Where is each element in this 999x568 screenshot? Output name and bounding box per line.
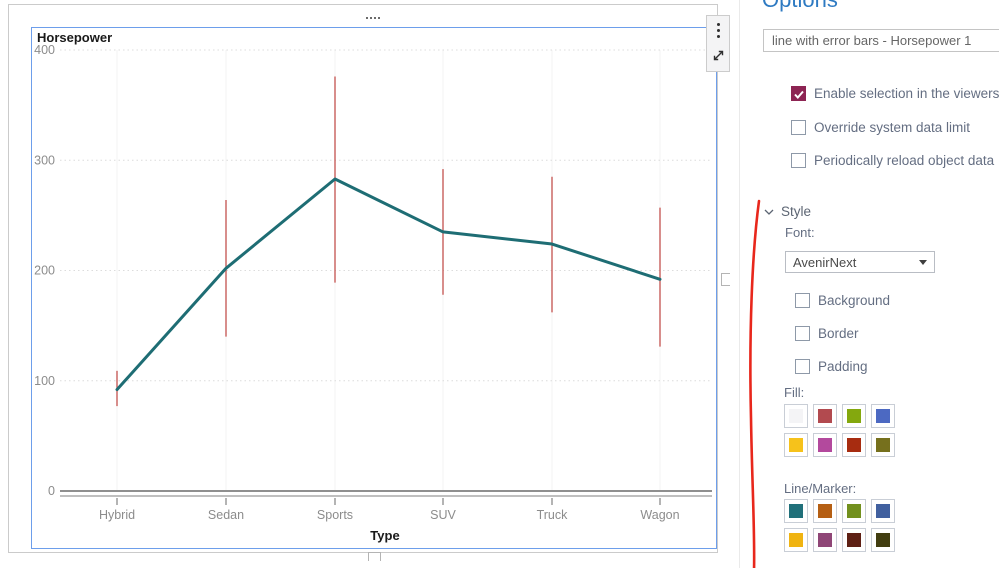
color-swatch-fill (876, 409, 890, 423)
checkbox-label: Padding (818, 358, 868, 374)
x-tick-label: Sedan (208, 508, 244, 522)
x-tick-label: Wagon (640, 508, 679, 522)
object-toolbar (706, 15, 730, 72)
color-swatch-fill (847, 533, 861, 547)
font-dropdown-value: AvenirNext (793, 254, 857, 270)
resize-handle-right[interactable] (721, 273, 730, 286)
style-section-header[interactable]: Style (764, 204, 811, 219)
y-tick-label: 300 (34, 153, 55, 167)
color-swatch[interactable] (784, 433, 808, 457)
color-swatch-fill (876, 438, 890, 452)
line-marker-swatch-grid (784, 499, 895, 552)
checkbox[interactable] (791, 85, 806, 101)
font-dropdown[interactable]: AvenirNext (785, 251, 935, 273)
chevron-down-icon (764, 209, 774, 215)
color-swatch-fill (789, 438, 803, 452)
checkbox-padding[interactable]: Padding (795, 358, 868, 374)
color-swatch[interactable] (871, 433, 895, 457)
line-chart-plot[interactable]: 0 100 200 300 400 Hybrid Sedan Sports SUV Truck Wa… (32, 28, 716, 548)
x-tick-label: Sports (317, 508, 353, 522)
object-selector-value: line with error bars - Horsepower 1 (772, 33, 972, 48)
checkbox[interactable] (795, 358, 810, 374)
color-swatch[interactable] (842, 404, 866, 428)
checkbox[interactable] (795, 292, 810, 308)
color-swatch[interactable] (813, 404, 837, 428)
color-swatch-fill (818, 438, 832, 452)
checkbox-periodic-reload[interactable]: Periodically reload object data (791, 152, 994, 168)
y-tick-label: 400 (34, 43, 55, 57)
color-swatch-fill (876, 504, 890, 518)
color-swatch[interactable] (871, 499, 895, 523)
checkbox-border[interactable]: Border (795, 325, 859, 341)
x-tick-label: SUV (430, 508, 456, 522)
checkbox-label: Enable selection in the viewers (814, 85, 999, 101)
y-tick-label: 100 (34, 374, 55, 388)
color-swatch[interactable] (871, 404, 895, 428)
series-line[interactable] (115, 177, 662, 392)
color-swatch-fill (789, 504, 803, 518)
checkbox-background[interactable]: Background (795, 292, 890, 308)
checkbox[interactable] (791, 119, 806, 135)
drag-handle-icon[interactable] (366, 17, 380, 19)
color-swatch-fill (847, 409, 861, 423)
report-object-tile[interactable]: Horsepower 0 100 200 300 400 Hybrid Sedan Sport… (8, 4, 730, 561)
color-swatch[interactable] (784, 528, 808, 552)
color-swatch[interactable] (784, 404, 808, 428)
color-swatch-fill (789, 533, 803, 547)
color-swatch[interactable] (784, 499, 808, 523)
checkbox-label: Background (818, 292, 891, 308)
resize-handle-bottom[interactable] (368, 552, 381, 561)
options-panel: Options line with error bars - Horsepowe… (739, 0, 999, 568)
color-swatch[interactable] (813, 499, 837, 523)
y-tick-label: 0 (48, 484, 55, 498)
checkbox-label: Periodically reload object data (814, 152, 995, 168)
color-swatch[interactable] (842, 433, 866, 457)
line-chart-object[interactable]: Horsepower 0 100 200 300 400 Hybrid Sedan Sport… (31, 27, 717, 549)
line-marker-label: Line/Marker: (784, 481, 857, 496)
color-swatch-fill (818, 409, 832, 423)
color-swatch-fill (818, 533, 832, 547)
checkbox-label: Override system data limit (814, 119, 971, 135)
color-swatch-fill (876, 533, 890, 547)
style-section-label: Style (781, 204, 812, 219)
y-tick-label: 200 (34, 264, 55, 278)
checkbox[interactable] (791, 152, 806, 168)
color-swatch[interactable] (813, 433, 837, 457)
color-swatch[interactable] (842, 528, 866, 552)
x-tick-label: Hybrid (99, 508, 135, 522)
checkbox[interactable] (795, 325, 810, 341)
chart-title: Horsepower (37, 30, 113, 45)
object-menu-icon[interactable] (716, 23, 720, 38)
checkbox-label: Border (818, 325, 859, 341)
options-panel-title: Options (762, 0, 838, 13)
color-swatch-fill (847, 504, 861, 518)
checkbox-enable-selection[interactable]: Enable selection in the viewers (791, 85, 999, 101)
x-tick-label: Truck (537, 508, 569, 522)
x-axis-label: Type (370, 528, 400, 543)
object-selector[interactable]: line with error bars - Horsepower 1 (763, 29, 999, 52)
color-swatch[interactable] (842, 499, 866, 523)
caret-down-icon (919, 259, 927, 265)
color-swatch[interactable] (871, 528, 895, 552)
color-swatch-fill (818, 504, 832, 518)
checkbox-override-data-limit[interactable]: Override system data limit (791, 119, 970, 135)
fill-label: Fill: (784, 385, 805, 400)
color-swatch[interactable] (813, 528, 837, 552)
color-swatch-fill (847, 438, 861, 452)
font-label: Font: (785, 225, 815, 240)
fill-swatch-grid (784, 404, 895, 457)
annotation-stroke (749, 199, 761, 568)
maximize-icon[interactable] (712, 49, 725, 65)
color-swatch-fill (789, 409, 803, 423)
